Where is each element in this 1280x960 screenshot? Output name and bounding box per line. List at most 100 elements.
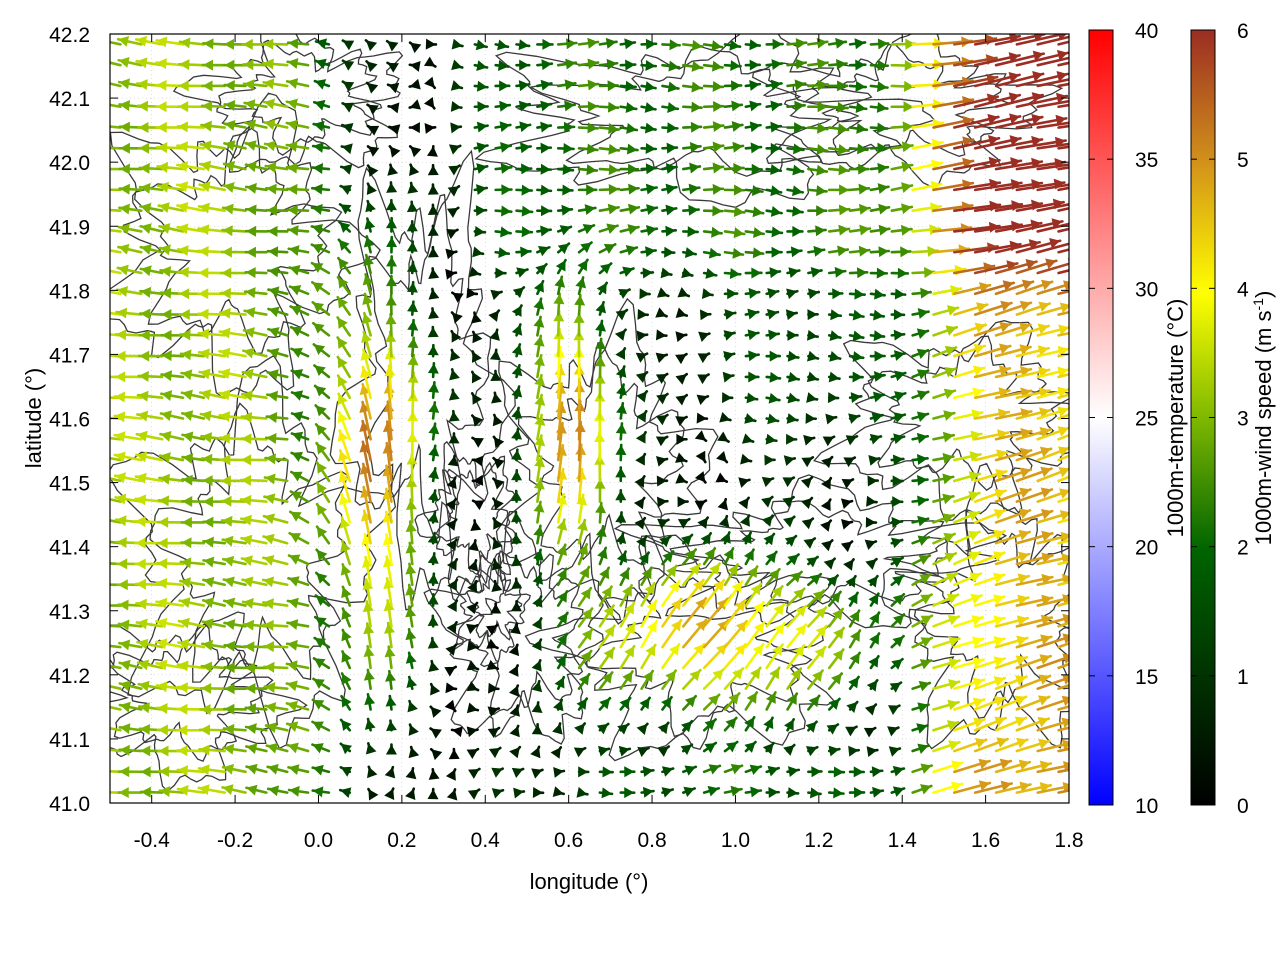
wind-arrow xyxy=(289,305,310,316)
wind-arrow xyxy=(201,639,226,651)
wind-arrow-head xyxy=(722,371,734,383)
wind-arrow-head xyxy=(363,255,374,267)
wind-arrow xyxy=(241,368,268,380)
wind-arrow-head xyxy=(289,533,302,543)
wind-arrow xyxy=(723,563,739,587)
wind-arrow-head xyxy=(446,559,457,571)
wind-arrow-head xyxy=(181,537,192,549)
wind-arrow-head xyxy=(405,629,417,641)
wind-arrow-head xyxy=(425,38,436,50)
wind-arrow-head xyxy=(793,588,805,600)
wind-arrow xyxy=(311,321,331,337)
wind-arrow-head xyxy=(511,449,523,461)
wind-arrow xyxy=(598,745,611,757)
wind-arrow xyxy=(473,163,489,174)
wind-arrow xyxy=(267,306,289,318)
wind-arrow xyxy=(426,144,438,157)
wind-arrow xyxy=(285,162,310,174)
wind-arrow xyxy=(405,651,417,670)
wind-arrow-head xyxy=(245,119,257,131)
wind-arrow xyxy=(763,716,774,732)
wind-arrow-head xyxy=(444,699,456,712)
wind-arrow-head xyxy=(222,784,234,795)
wind-arrow xyxy=(341,102,355,113)
wind-arrow-head xyxy=(445,769,456,781)
wind-arrow-head xyxy=(656,414,668,426)
wind-arrow-head xyxy=(240,474,252,486)
wind-arrow-head xyxy=(540,121,551,133)
wind-arrow xyxy=(177,617,206,629)
wind-arrow xyxy=(744,206,765,218)
wind-arrow xyxy=(312,677,331,690)
wind-arrow xyxy=(262,513,289,525)
wind-arrow-head xyxy=(136,598,147,610)
wind-arrow-head xyxy=(667,122,678,134)
contour-line xyxy=(528,46,873,177)
wind-arrow-head xyxy=(135,558,146,570)
wind-arrow-head xyxy=(387,62,399,73)
wind-arrow-head xyxy=(751,267,762,279)
wind-arrow-head xyxy=(753,227,764,238)
wind-arrow-head xyxy=(531,618,542,630)
wind-arrow-head xyxy=(559,225,571,236)
wind-arrow xyxy=(428,467,440,483)
wind-arrow-head xyxy=(472,455,484,467)
wind-arrow-head xyxy=(723,548,734,560)
wind-arrow xyxy=(661,579,681,607)
wind-arrow xyxy=(360,365,372,400)
contour-line xyxy=(414,440,518,602)
wind-arrow-head xyxy=(730,60,741,72)
wind-arrow-head xyxy=(286,119,298,131)
wind-arrow xyxy=(534,373,546,400)
wind-arrow xyxy=(405,541,417,566)
wind-arrow-head xyxy=(635,352,648,363)
wind-arrow-head xyxy=(156,36,168,48)
wind-arrow xyxy=(782,476,796,488)
wind-arrow xyxy=(159,410,185,422)
wind-arrow-head xyxy=(312,764,324,776)
wind-arrow-head xyxy=(491,767,503,778)
wind-arrow-head xyxy=(224,80,235,91)
wind-arrow xyxy=(266,390,289,402)
wind-arrow-head xyxy=(677,496,688,508)
wind-arrow xyxy=(427,343,439,358)
wind-arrow xyxy=(576,786,589,798)
wind-arrow-head xyxy=(628,163,639,175)
wind-arrow xyxy=(786,433,798,445)
wind-arrow xyxy=(220,246,247,258)
wind-arrow-head xyxy=(565,58,576,70)
wind-arrow-head xyxy=(314,79,327,90)
wind-arrow xyxy=(765,164,783,176)
wind-arrow xyxy=(556,242,571,255)
wind-arrow-head xyxy=(787,329,798,341)
wind-arrow xyxy=(702,141,725,153)
wind-arrow-shaft xyxy=(110,103,122,109)
wind-arrow xyxy=(616,383,627,400)
contour-line xyxy=(366,193,492,542)
wind-arrow xyxy=(405,605,417,628)
wind-arrow-head xyxy=(601,586,612,599)
wind-arrow xyxy=(682,597,708,628)
wind-arrow-head xyxy=(675,473,687,484)
wind-arrow-head xyxy=(723,330,735,341)
wind-arrow-head xyxy=(681,267,693,279)
wind-arrow-head xyxy=(179,597,191,609)
wind-arrow-head xyxy=(263,554,275,566)
wind-arrow-head xyxy=(385,314,397,325)
wind-arrow-head xyxy=(607,101,619,113)
wind-arrow xyxy=(406,280,418,296)
wind-arrow xyxy=(114,493,143,505)
wind-arrow-head xyxy=(753,622,765,634)
wind-arrow-head xyxy=(410,42,422,54)
wind-arrow-head xyxy=(426,146,438,157)
wind-arrow xyxy=(446,558,459,571)
wind-arrow xyxy=(197,202,226,214)
contour-line xyxy=(435,461,512,576)
contour-line xyxy=(149,402,349,683)
wind-arrow-head xyxy=(118,599,129,611)
wind-arrow xyxy=(447,454,459,467)
wind-arrow xyxy=(786,587,806,607)
wind-arrow xyxy=(636,409,648,423)
wind-arrow xyxy=(155,617,185,629)
wind-arrow xyxy=(176,223,206,235)
